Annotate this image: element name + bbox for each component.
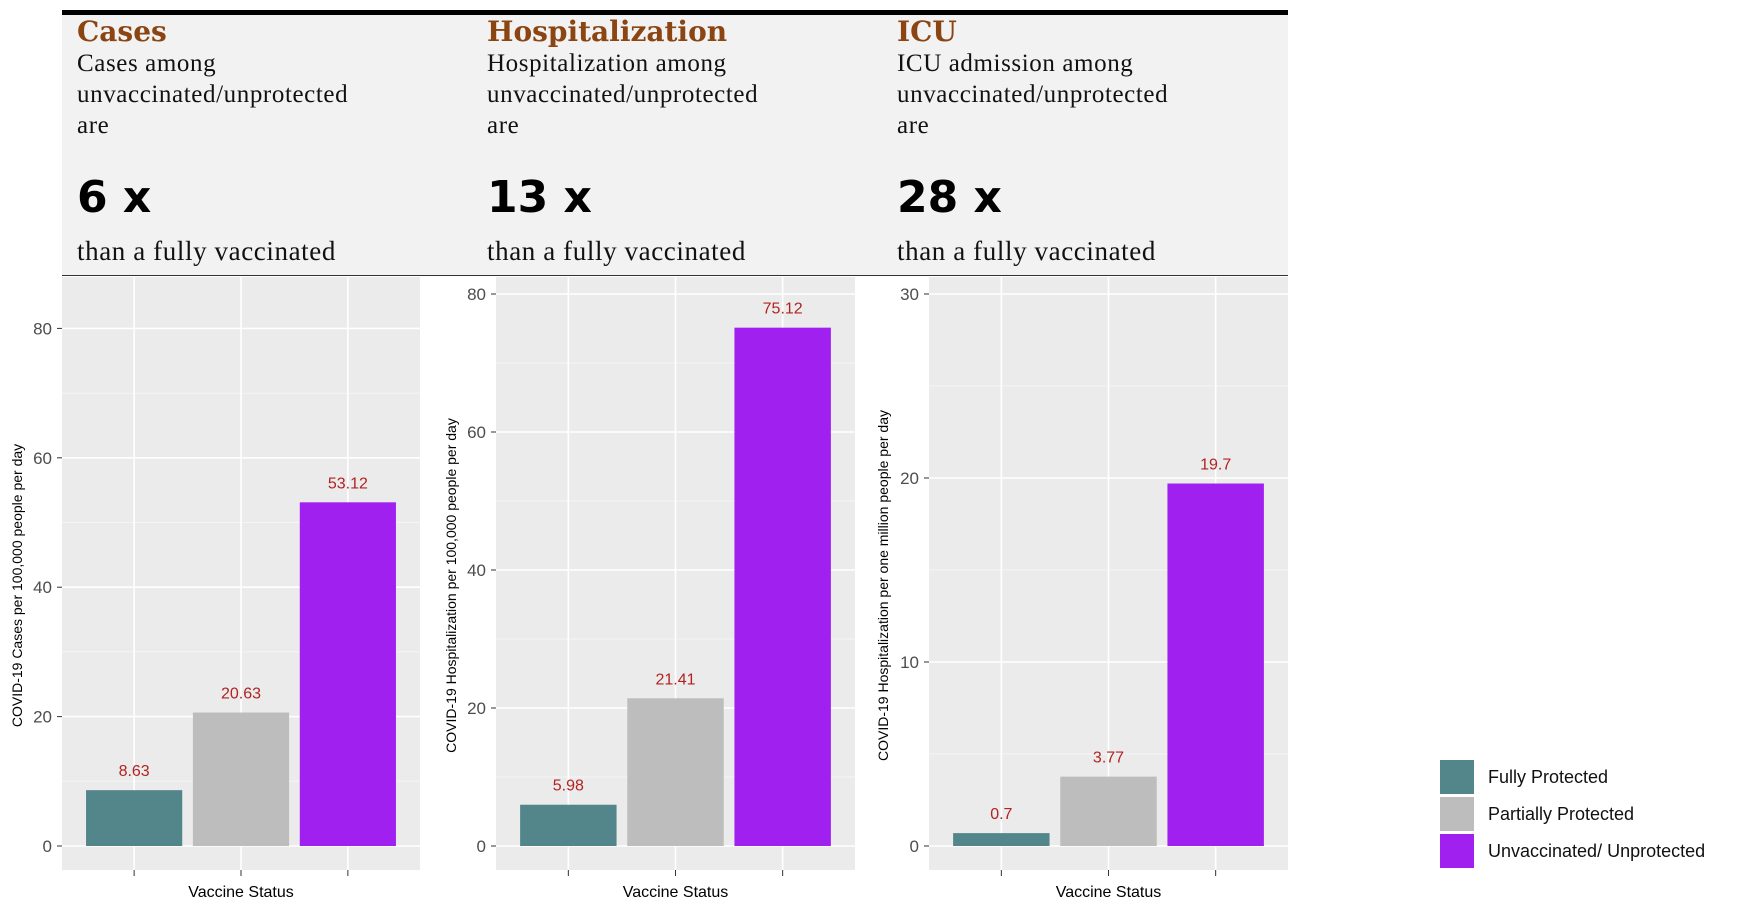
bar-fully — [520, 804, 617, 846]
legend-swatch — [1440, 760, 1474, 794]
value-label: 0.7 — [990, 806, 1012, 823]
legend-swatch — [1440, 834, 1474, 868]
x-axis-label: Vaccine Status — [1056, 884, 1162, 901]
panel-comparison: than a fully vaccinated — [487, 236, 746, 266]
legend-item-fully-protected: Fully Protected — [1440, 760, 1737, 794]
panel-comparison: than a fully vaccinated — [897, 236, 1156, 266]
value-label: 3.77 — [1093, 750, 1124, 767]
panel-description-line: unvaccinated/unprotected — [487, 81, 759, 108]
y-tick-label: 60 — [467, 423, 486, 442]
y-tick-label: 10 — [900, 653, 919, 672]
panel-multiplier: 6 x — [77, 172, 152, 223]
panel-description: Cases among unvaccinated/unprotected are — [77, 48, 467, 141]
panel-multiplier: 28 x — [897, 172, 1002, 223]
y-tick-label: 60 — [33, 449, 52, 468]
bar-unvaccinated — [299, 502, 396, 846]
panel-description-line: are — [77, 112, 110, 139]
panel-title: ICU — [897, 15, 957, 48]
y-tick-label: 40 — [33, 578, 52, 597]
legend-item-unvaccinated: Unvaccinated/ Unprotected — [1440, 834, 1737, 868]
bar-unvaccinated — [734, 327, 831, 846]
panel-title: Cases — [77, 15, 167, 48]
panel-description-line: are — [897, 112, 930, 139]
panel-multiplier: 13 x — [487, 172, 592, 223]
y-axis-label: COVID-19 Hospitalization per 100,000 peo… — [443, 418, 459, 753]
legend-swatch — [1440, 797, 1474, 831]
bar-partially — [192, 712, 290, 846]
y-tick-label: 80 — [33, 319, 52, 338]
y-tick-label: 20 — [900, 469, 919, 488]
legend-label: Partially Protected — [1488, 804, 1635, 824]
value-label: 20.63 — [221, 686, 261, 703]
panel-description-line: Hospitalization among — [487, 50, 727, 77]
panel-title: Hospitalization — [487, 15, 728, 48]
header-band — [62, 10, 1288, 276]
y-tick-label: 0 — [910, 837, 919, 856]
y-axis-label: COVID-19 Hospitalization per one million… — [875, 410, 891, 761]
value-label: 21.41 — [655, 671, 695, 688]
legend-item-partially-protected: Partially Protected — [1440, 797, 1737, 831]
bar-partially — [1060, 776, 1157, 846]
y-tick-label: 80 — [467, 285, 486, 304]
bar-unvaccinated — [1167, 483, 1264, 846]
x-axis-label: Vaccine Status — [623, 884, 729, 901]
panel-description-line: unvaccinated/unprotected — [77, 81, 349, 108]
bar-fully — [953, 833, 1050, 846]
legend-label: Fully Protected — [1488, 767, 1609, 787]
panel-description: Hospitalization among unvaccinated/unpro… — [487, 48, 877, 141]
value-label: 53.12 — [328, 475, 368, 492]
panel-description: ICU admission among unvaccinated/unprote… — [897, 48, 1287, 141]
panel-description-line: Cases among — [77, 50, 217, 77]
panel-description-line: are — [487, 112, 520, 139]
value-label: 19.7 — [1200, 457, 1231, 474]
y-axis-label: COVID-19 Cases per 100,000 people per da… — [9, 444, 25, 727]
panel-header-cases: Cases Cases among unvaccinated/unprotect… — [77, 16, 477, 141]
y-tick-label: 20 — [467, 699, 486, 718]
bar-partially — [627, 698, 724, 846]
y-tick-label: 0 — [43, 837, 52, 856]
panel-description-line: unvaccinated/unprotected — [897, 81, 1169, 108]
x-axis-label: Vaccine Status — [188, 884, 294, 901]
legend-label: Unvaccinated/ Unprotected — [1488, 841, 1706, 861]
panel-header-hospitalization: Hospitalization Hospitalization among un… — [487, 16, 887, 141]
y-tick-label: 40 — [467, 561, 486, 580]
value-label: 75.12 — [763, 301, 803, 318]
panel-description-line: ICU admission among — [897, 50, 1134, 77]
bar-fully — [86, 790, 183, 846]
value-label: 8.63 — [119, 763, 150, 780]
y-tick-label: 20 — [33, 708, 52, 727]
panel-header-icu: ICU ICU admission among unvaccinated/unp… — [897, 16, 1297, 141]
panel-comparison: than a fully vaccinated — [77, 236, 336, 266]
y-tick-label: 0 — [477, 837, 486, 856]
value-label: 5.98 — [553, 778, 584, 795]
y-tick-label: 30 — [900, 285, 919, 304]
